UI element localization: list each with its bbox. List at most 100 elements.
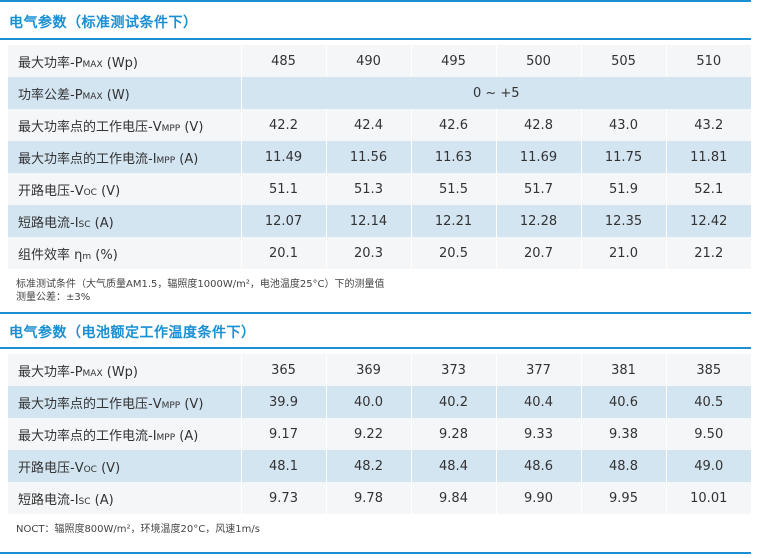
row-value: 9.38 bbox=[581, 418, 667, 450]
row-value: 485 bbox=[241, 45, 327, 77]
row-label-text: 最大功率点的工作电压-V bbox=[18, 119, 162, 135]
row-value: 49.0 bbox=[666, 450, 751, 482]
row-label: 组件效率 ηm (%) bbox=[8, 237, 242, 269]
row-label-text: 短路电流-I bbox=[18, 492, 79, 508]
row-value: 9.95 bbox=[581, 482, 667, 514]
row-value: 48.6 bbox=[496, 450, 582, 482]
row-label-text: 开路电压-V bbox=[18, 460, 84, 476]
table-row: 开路电压-VOC (V) 48.1 48.2 48.4 48.6 48.8 49.0 bbox=[8, 450, 751, 482]
row-value: 51.5 bbox=[411, 173, 497, 205]
row-label: 功率公差-PMAX (W) bbox=[8, 77, 242, 109]
row-value: 40.6 bbox=[581, 386, 667, 418]
row-label-subscript: OC bbox=[83, 187, 97, 198]
noct-notes: NOCT：辐照度800W/m²，环境温度20°C，风速1m/s bbox=[16, 523, 260, 536]
row-value: 12.35 bbox=[581, 205, 667, 237]
row-label-subscript: SC bbox=[78, 219, 91, 230]
row-value: 51.9 bbox=[581, 173, 667, 205]
row-value: 11.81 bbox=[666, 141, 751, 173]
row-label: 短路电流-ISC (A) bbox=[8, 482, 242, 514]
row-value: 12.14 bbox=[326, 205, 412, 237]
row-value: 12.21 bbox=[411, 205, 497, 237]
row-value: 42.2 bbox=[241, 109, 327, 141]
row-value: 9.84 bbox=[411, 482, 497, 514]
row-value: 48.1 bbox=[241, 450, 327, 482]
row-value: 20.7 bbox=[496, 237, 582, 269]
row-value: 51.7 bbox=[496, 173, 582, 205]
row-label-unit: (A) bbox=[90, 492, 114, 508]
row-label-text: 最大功率点的工作电流-I bbox=[18, 428, 157, 444]
row-value: 51.3 bbox=[326, 173, 412, 205]
row-label-subscript: MPP bbox=[156, 432, 176, 443]
row-label-unit: (V) bbox=[96, 183, 121, 199]
row-value: 9.78 bbox=[326, 482, 412, 514]
table-row: 功率公差-PMAX (W) 0 ~ +5 bbox=[8, 77, 751, 109]
row-value: 500 bbox=[496, 45, 582, 77]
row-label-subscript: MPP bbox=[161, 400, 181, 411]
row-value: 21.0 bbox=[581, 237, 667, 269]
top-divider bbox=[0, 0, 751, 2]
bottom-divider bbox=[0, 552, 751, 554]
row-label: 最大功率点的工作电流-IMPP (A) bbox=[8, 418, 242, 450]
noct-note-conditions: NOCT：辐照度800W/m²，环境温度20°C，风速1m/s bbox=[16, 524, 260, 535]
row-value: 9.22 bbox=[326, 418, 412, 450]
row-value: 9.33 bbox=[496, 418, 582, 450]
row-label: 最大功率-PMAX (Wp) bbox=[8, 45, 242, 77]
row-label-unit: (%) bbox=[91, 247, 118, 263]
row-value: 20.3 bbox=[326, 237, 412, 269]
row-value: 11.49 bbox=[241, 141, 327, 173]
table-row: 短路电流-ISC (A) 9.73 9.78 9.84 9.90 9.95 10.01 bbox=[8, 482, 751, 514]
row-value: 40.0 bbox=[326, 386, 412, 418]
row-value: 48.4 bbox=[411, 450, 497, 482]
stc-spec-table: 最大功率-PMAX (Wp) 485 490 495 500 505 510 功率公差-PMA… bbox=[8, 45, 751, 269]
row-value: 42.6 bbox=[411, 109, 497, 141]
row-label: 最大功率点的工作电压-VMPP (V) bbox=[8, 109, 242, 141]
stc-title-divider bbox=[0, 38, 751, 40]
row-label: 开路电压-VOC (V) bbox=[8, 173, 242, 205]
row-value: 490 bbox=[326, 45, 412, 77]
row-value: 48.2 bbox=[326, 450, 412, 482]
row-label-text: 组件效率 η bbox=[18, 247, 83, 263]
stc-note-tolerance: 测量公差：±3% bbox=[16, 292, 91, 303]
row-label-unit: (A) bbox=[175, 151, 199, 167]
row-label-unit: (W) bbox=[102, 87, 130, 103]
row-label-unit: (Wp) bbox=[102, 364, 139, 380]
row-value: 51.1 bbox=[241, 173, 327, 205]
row-value: 39.9 bbox=[241, 386, 327, 418]
stc-section-title: 电气参数（标准测试条件下） bbox=[9, 15, 198, 31]
row-value: 20.5 bbox=[411, 237, 497, 269]
row-label-unit: (V) bbox=[96, 460, 121, 476]
row-label-text: 开路电压-V bbox=[18, 183, 84, 199]
row-value: 21.2 bbox=[666, 237, 751, 269]
row-value: 373 bbox=[411, 354, 497, 386]
row-value: 48.8 bbox=[581, 450, 667, 482]
row-value: 377 bbox=[496, 354, 582, 386]
row-value: 9.73 bbox=[241, 482, 327, 514]
row-value: 43.2 bbox=[666, 109, 751, 141]
row-label-unit: (A) bbox=[90, 215, 114, 231]
row-value: 11.69 bbox=[496, 141, 582, 173]
row-label-unit: (Wp) bbox=[102, 55, 139, 71]
row-value: 52.1 bbox=[666, 173, 751, 205]
row-label-text: 最大功率点的工作电流-I bbox=[18, 151, 157, 167]
row-value: 510 bbox=[666, 45, 751, 77]
row-value: 0 ~ +5 bbox=[241, 77, 751, 109]
row-label: 最大功率点的工作电流-IMPP (A) bbox=[8, 141, 242, 173]
row-label-subscript: MAX bbox=[82, 368, 103, 379]
table-row: 短路电流-ISC (A) 12.07 12.14 12.21 12.28 12.35 12.… bbox=[8, 205, 751, 237]
row-label-unit: (V) bbox=[180, 119, 204, 135]
row-value: 385 bbox=[666, 354, 751, 386]
row-value: 11.56 bbox=[326, 141, 412, 173]
row-label-subscript: MAX bbox=[82, 59, 103, 70]
row-value: 12.07 bbox=[241, 205, 327, 237]
table-row: 最大功率-PMAX (Wp) 365 369 373 377 381 385 bbox=[8, 354, 751, 386]
noct-spec-table: 最大功率-PMAX (Wp) 365 369 373 377 381 385 最大功率点的工作… bbox=[8, 354, 751, 514]
row-label: 短路电流-ISC (A) bbox=[8, 205, 242, 237]
table-row: 最大功率-PMAX (Wp) 485 490 495 500 505 510 bbox=[8, 45, 751, 77]
row-value: 381 bbox=[581, 354, 667, 386]
row-value: 505 bbox=[581, 45, 667, 77]
table-row: 组件效率 ηm (%) 20.1 20.3 20.5 20.7 21.0 21.2 bbox=[8, 237, 751, 269]
row-label-subscript: m bbox=[82, 251, 92, 262]
row-label-unit: (A) bbox=[175, 428, 199, 444]
row-value: 369 bbox=[326, 354, 412, 386]
